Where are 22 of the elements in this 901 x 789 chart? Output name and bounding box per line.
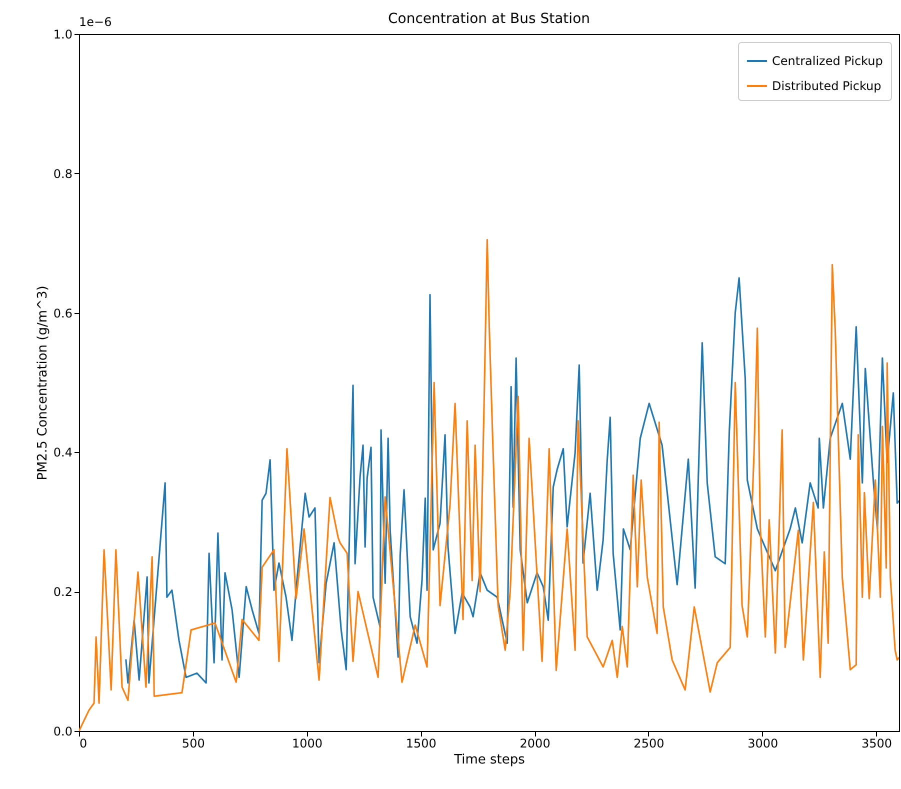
x-tick-label: 0 [80, 736, 88, 750]
legend-label: Distributed Pickup [772, 79, 882, 93]
x-tick-label: 1000 [292, 736, 323, 750]
x-tick-label: 2000 [520, 736, 550, 750]
x-tick-label: 3000 [748, 736, 778, 750]
y-tick-label: 0.4 [53, 446, 72, 460]
y-tick-label: 0.6 [53, 306, 72, 320]
x-tick-label: 1500 [406, 736, 436, 750]
legend-label: Centralized Pickup [772, 54, 883, 68]
line-series [79, 238, 899, 731]
y-axis-title: PM2.5 Concentration (g/m^3) [35, 286, 50, 480]
x-tick-label: 2500 [634, 736, 664, 750]
chart-title: Concentration at Bus Station [388, 11, 590, 27]
text: 1e−6 [79, 15, 112, 29]
line-series [125, 277, 899, 684]
x-tick-label: 500 [182, 736, 205, 750]
y-tick-label: 0.2 [53, 585, 72, 600]
y-tick-label: 0.0 [53, 724, 72, 738]
x-tick-label: 3500 [861, 736, 892, 750]
x-axis-title: Time steps [453, 752, 526, 768]
y-tick-label: 0.8 [53, 166, 72, 181]
y-tick-label: 1.0 [53, 28, 72, 42]
